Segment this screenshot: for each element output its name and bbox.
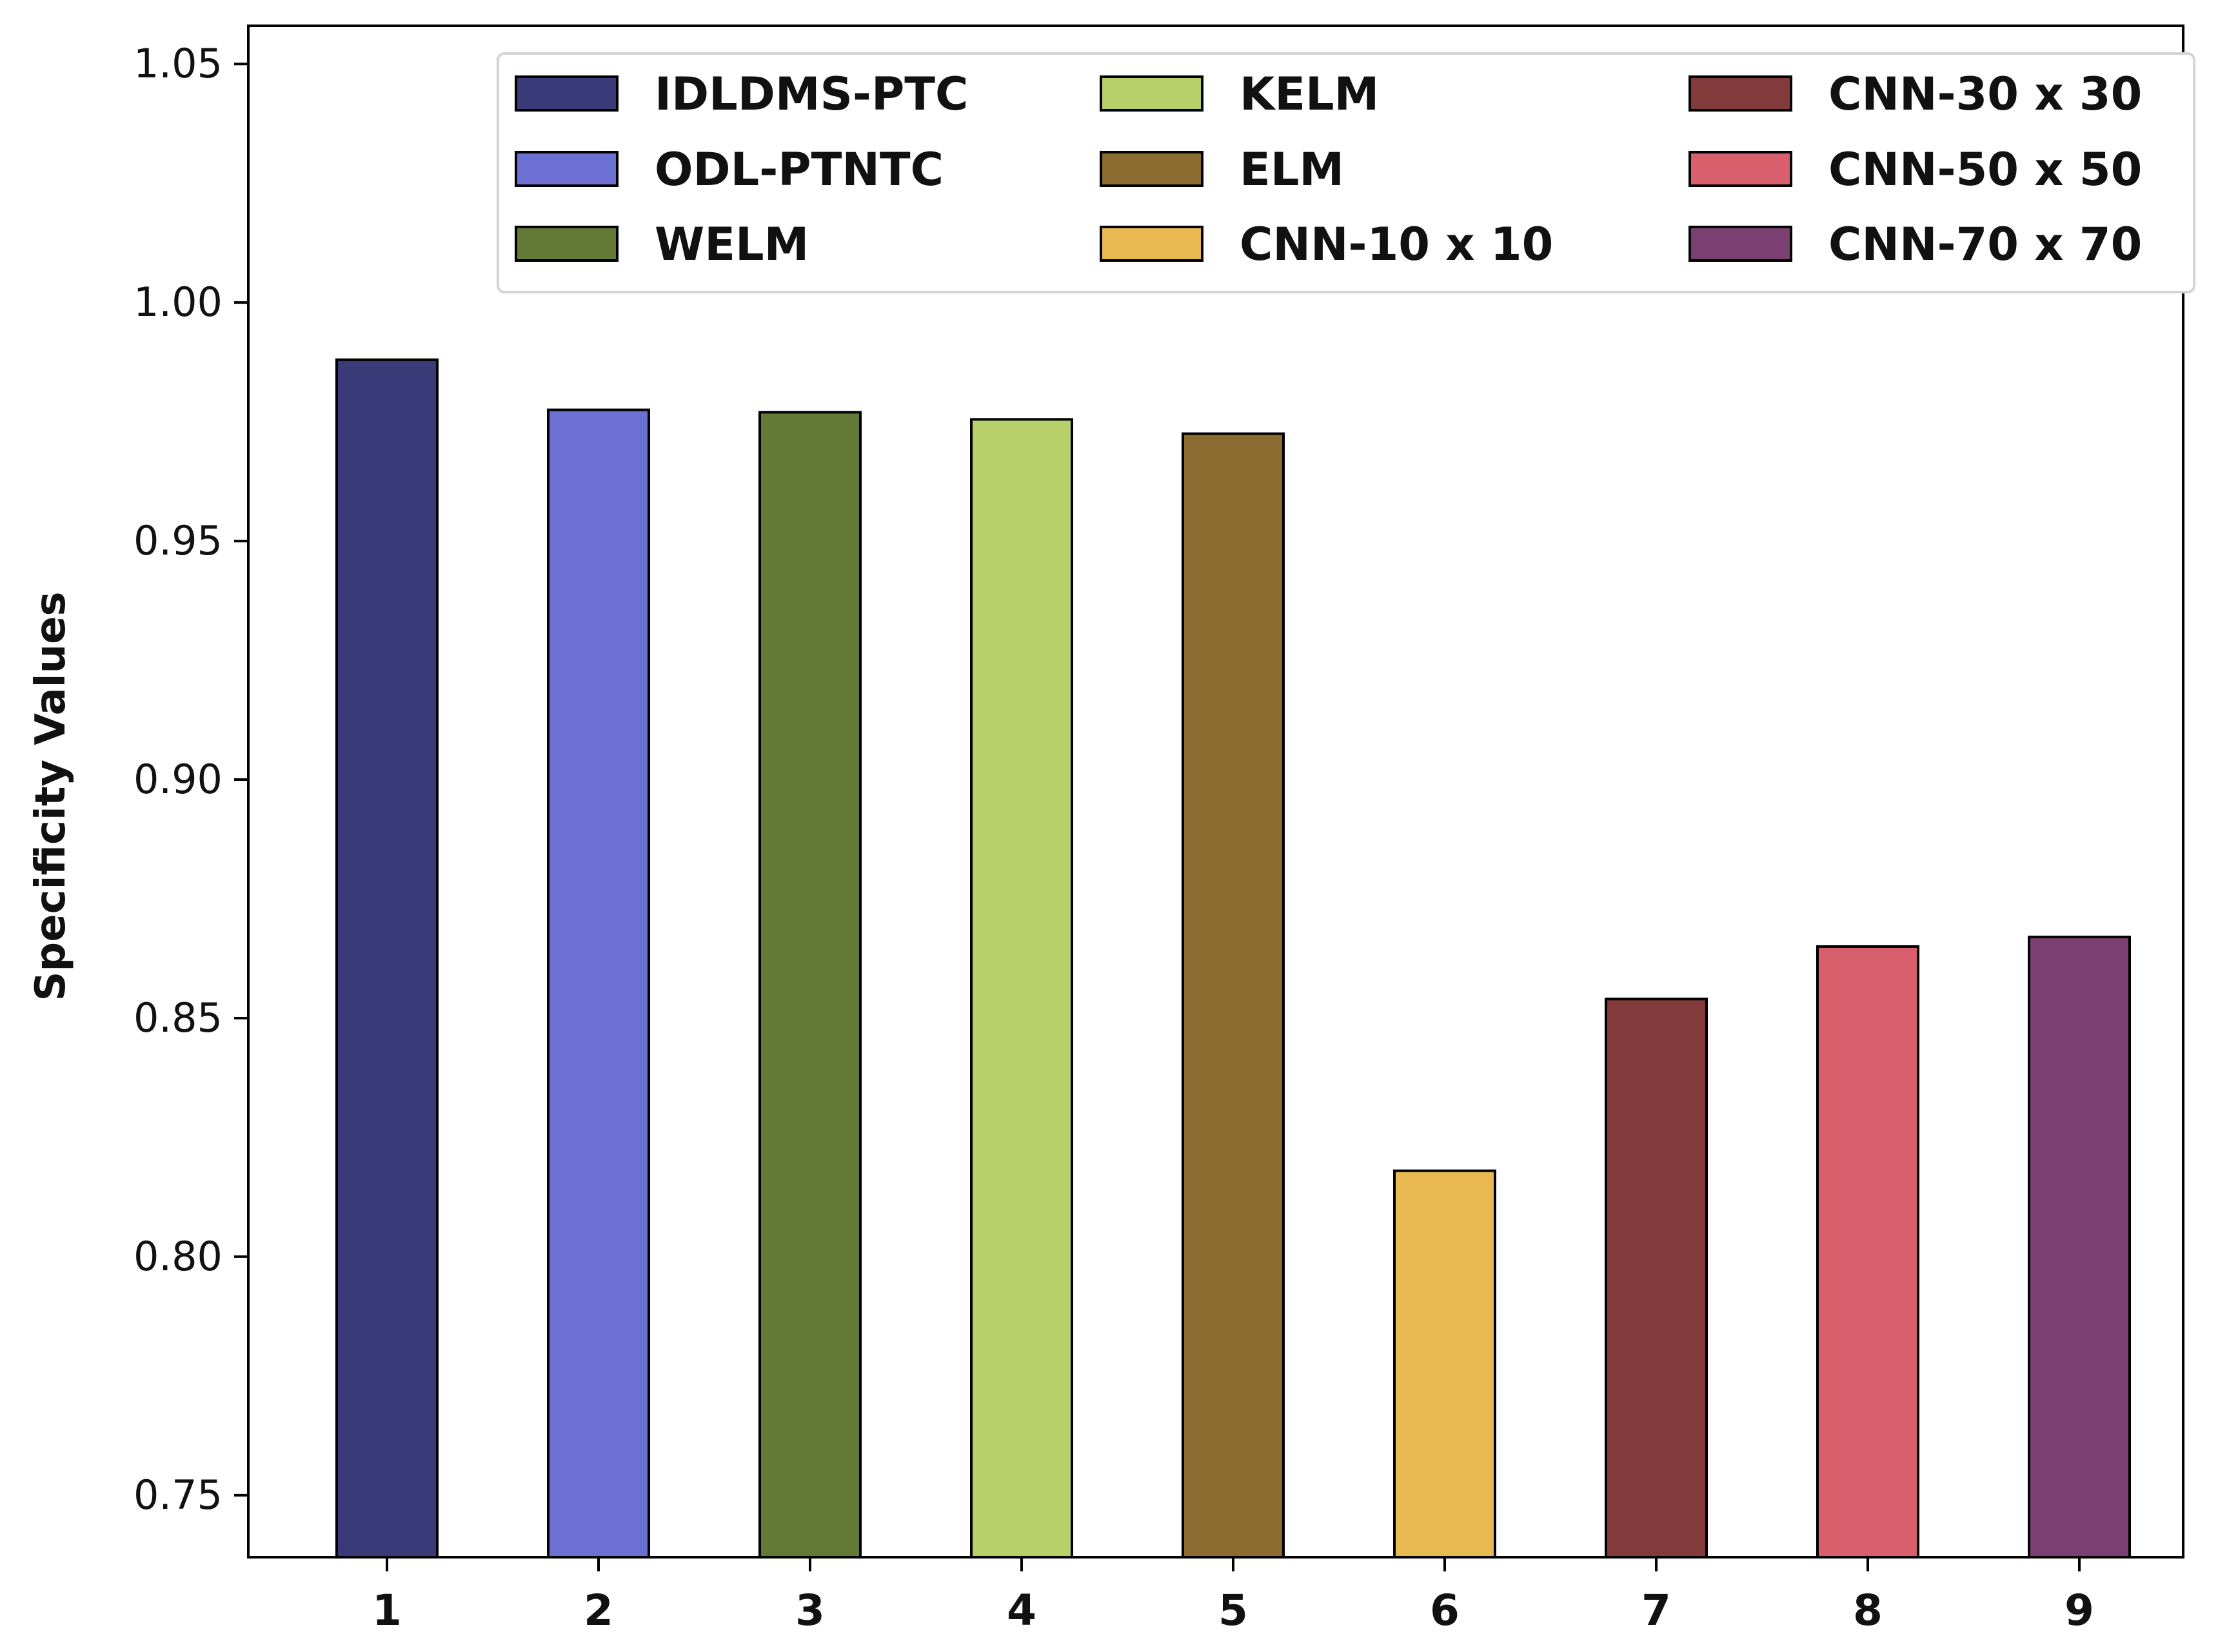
y-tick-label: 1.00 bbox=[134, 279, 223, 326]
y-tick-label: 0.80 bbox=[134, 1233, 223, 1280]
legend-label: WELM bbox=[655, 218, 809, 271]
legend: IDLDMS-PTC ODL-PTNTC WELM KELM ELM CNN-10 x 1… bbox=[497, 52, 2195, 293]
x-axis: 1 2 3 4 5 6 7 8 9 bbox=[372, 1557, 2094, 1635]
bar-6 bbox=[1393, 1169, 1496, 1559]
bar-2 bbox=[547, 408, 650, 1559]
x-tick-label: 5 bbox=[1218, 1586, 1248, 1635]
legend-swatch bbox=[1688, 226, 1792, 262]
legend-swatch bbox=[1688, 151, 1792, 187]
legend-label: ELM bbox=[1240, 143, 1344, 196]
y-tick-label: 0.85 bbox=[134, 994, 223, 1041]
legend-swatch bbox=[515, 75, 619, 112]
y-axis: 0.75 0.80 0.85 0.90 0.95 1.00 1.05 bbox=[134, 40, 248, 1519]
legend-label: CNN-50 x 50 bbox=[1828, 143, 2142, 196]
bar-5 bbox=[1182, 432, 1285, 1559]
y-tick-label: 0.75 bbox=[134, 1471, 223, 1519]
legend-label: CNN-70 x 70 bbox=[1828, 218, 2142, 271]
legend-swatch bbox=[1100, 151, 1203, 187]
legend-label: KELM bbox=[1240, 68, 1379, 121]
legend-swatch bbox=[515, 151, 619, 187]
legend-label: CNN-30 x 30 bbox=[1828, 68, 2142, 121]
legend-label: ODL-PTNTC bbox=[655, 143, 944, 196]
x-tick-label: 9 bbox=[2065, 1586, 2094, 1635]
y-axis-label: Specificity Values bbox=[27, 591, 75, 1001]
legend-label: CNN-10 x 10 bbox=[1240, 218, 1553, 271]
bars-layer bbox=[335, 358, 2131, 1559]
bar-4 bbox=[970, 418, 1073, 1559]
x-tick-label: 3 bbox=[795, 1586, 825, 1635]
legend-label: IDLDMS-PTC bbox=[655, 68, 968, 121]
x-tick-label: 8 bbox=[1853, 1586, 1883, 1635]
bar-1 bbox=[335, 358, 439, 1559]
y-tick-label: 0.90 bbox=[134, 756, 223, 803]
legend-swatch bbox=[1688, 75, 1792, 112]
y-tick-label: 0.95 bbox=[134, 517, 223, 564]
x-tick-label: 7 bbox=[1641, 1586, 1671, 1635]
x-tick-label: 1 bbox=[372, 1586, 402, 1635]
x-tick-label: 2 bbox=[584, 1586, 613, 1635]
x-tick-label: 4 bbox=[1007, 1586, 1036, 1635]
bar-3 bbox=[758, 411, 862, 1559]
bar-9 bbox=[2028, 936, 2131, 1559]
legend-swatch bbox=[1100, 226, 1203, 262]
legend-swatch bbox=[515, 226, 619, 262]
y-tick-label: 1.05 bbox=[134, 40, 223, 87]
legend-swatch bbox=[1100, 75, 1203, 112]
bar-8 bbox=[1816, 945, 1919, 1559]
plot-frame bbox=[247, 25, 2184, 1559]
bar-7 bbox=[1605, 998, 1708, 1559]
x-tick-label: 6 bbox=[1430, 1586, 1460, 1635]
